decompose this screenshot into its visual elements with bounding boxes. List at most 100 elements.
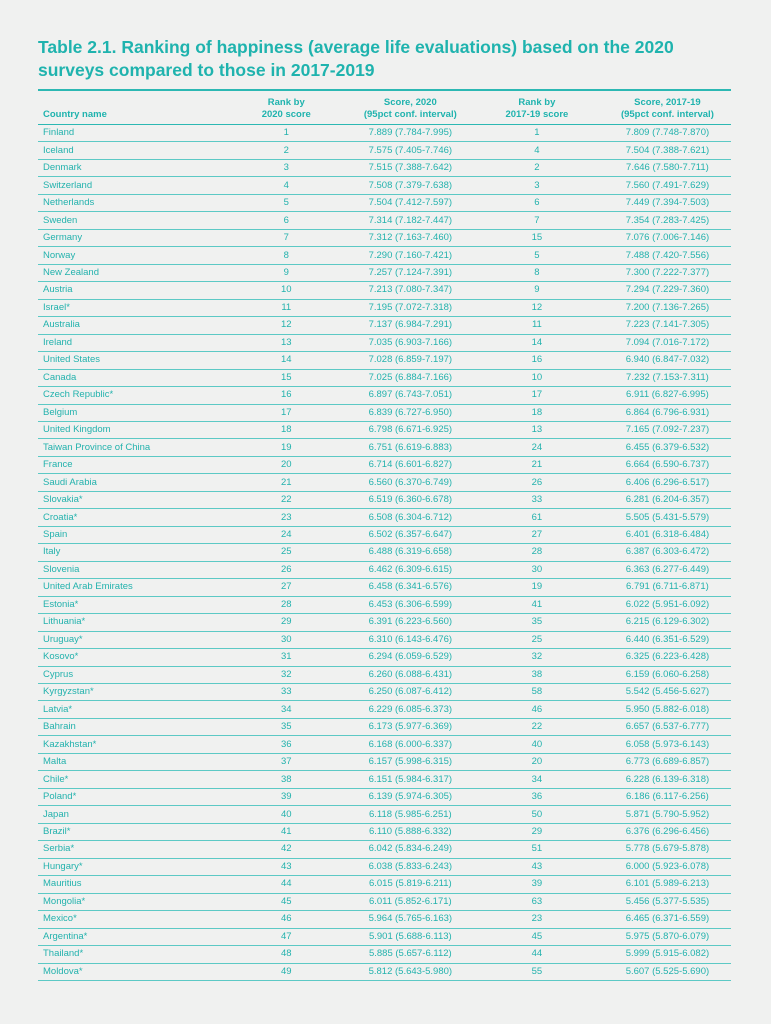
table-row: Uruguay* 30 6.310 (6.143-6.476) 25 6.440 (6.… xyxy=(38,631,731,650)
table-row: Lithuania* 29 6.391 (6.223-6.560) 35 6.215 (… xyxy=(38,613,731,632)
score-2020-cell: 5.885 (5.657-6.112) xyxy=(350,945,470,964)
country-cell: Taiwan Province of China xyxy=(38,438,222,457)
rank-2017-19-cell: 10 xyxy=(469,369,604,388)
rank-2017-19-cell: 12 xyxy=(469,299,604,318)
rank-2020-cell: 1 xyxy=(221,124,351,143)
score-2020-cell: 5.901 (5.688-6.113) xyxy=(350,928,470,947)
table-row: Estonia* 28 6.453 (6.306-6.599) 41 6.022 (5.… xyxy=(38,596,731,615)
score-2020-cell: 6.897 (6.743-7.051) xyxy=(350,386,470,405)
country-cell: Latvia* xyxy=(38,700,222,719)
score-2020-cell: 7.025 (6.884-7.166) xyxy=(350,369,470,388)
header-score-2017-19: Score, 2017-19 (95pct conf. interval) xyxy=(603,90,731,125)
score-2020-cell: 6.260 (6.088-6.431) xyxy=(350,666,470,685)
country-cell: Uruguay* xyxy=(38,631,222,650)
country-cell: United States xyxy=(38,351,222,370)
score-2017-19-cell: 5.950 (5.882-6.018) xyxy=(603,700,731,719)
score-2017-19-cell: 6.022 (5.951-6.092) xyxy=(603,596,731,615)
score-2020-cell: 6.151 (5.984-6.317) xyxy=(350,770,470,789)
score-2020-cell: 6.011 (5.852-6.171) xyxy=(350,893,470,912)
table-row: Mongolia* 45 6.011 (5.852-6.171) 63 5.456 (5… xyxy=(38,893,731,912)
score-2020-cell: 7.290 (7.160-7.421) xyxy=(350,246,470,265)
score-2017-19-cell: 5.871 (5.790-5.952) xyxy=(603,805,731,824)
table-row: Japan 40 6.118 (5.985-6.251) 50 5.871 (5.790… xyxy=(38,805,731,824)
score-2020-cell: 7.028 (6.859-7.197) xyxy=(350,351,470,370)
score-2020-cell: 6.458 (6.341-6.576) xyxy=(350,578,470,597)
rank-2020-cell: 34 xyxy=(221,700,351,719)
country-cell: Argentina* xyxy=(38,928,222,947)
table-row: Taiwan Province of China 19 6.751 (6.619-6… xyxy=(38,438,731,457)
rank-2017-19-cell: 7 xyxy=(469,211,604,230)
header-line: (95pct conf. interval) xyxy=(620,109,714,120)
country-cell: Kosovo* xyxy=(38,648,222,667)
rank-2020-cell: 11 xyxy=(221,299,351,318)
table-row: Canada 15 7.025 (6.884-7.166) 10 7.232 (7.15… xyxy=(38,369,731,388)
table-title: Table 2.1. Ranking of happiness (average… xyxy=(38,37,674,80)
country-cell: Austria xyxy=(38,281,222,300)
header-rank-2020: Rank by 2020 score xyxy=(221,90,351,125)
rank-2017-19-cell: 4 xyxy=(469,141,604,160)
rank-2020-cell: 7 xyxy=(221,229,351,248)
rank-2020-cell: 8 xyxy=(221,246,351,265)
rank-2020-cell: 20 xyxy=(221,456,351,475)
rank-2017-19-cell: 24 xyxy=(469,438,604,457)
score-2017-19-cell: 5.542 (5.456-5.627) xyxy=(603,683,731,702)
header-line: 2020 score xyxy=(261,109,311,120)
rank-2020-cell: 31 xyxy=(221,648,351,667)
rank-2017-19-cell: 38 xyxy=(469,666,604,685)
country-cell: Italy xyxy=(38,543,222,562)
score-2017-19-cell: 7.646 (7.580-7.711) xyxy=(603,159,731,178)
rank-2020-cell: 3 xyxy=(221,159,351,178)
score-2017-19-cell: 6.058 (5.973-6.143) xyxy=(603,735,731,754)
rank-2020-cell: 30 xyxy=(221,631,351,650)
country-cell: New Zealand xyxy=(38,264,222,283)
rank-2017-19-cell: 20 xyxy=(469,753,604,772)
rank-2017-19-cell: 6 xyxy=(469,194,604,213)
rank-2017-19-cell: 28 xyxy=(469,543,604,562)
score-2020-cell: 6.488 (6.319-6.658) xyxy=(350,543,470,562)
score-2020-cell: 7.137 (6.984-7.291) xyxy=(350,316,470,335)
country-cell: Slovakia* xyxy=(38,491,222,510)
country-cell: Kazakhstan* xyxy=(38,735,222,754)
country-cell: Mauritius xyxy=(38,875,222,894)
rank-2017-19-cell: 8 xyxy=(469,264,604,283)
table-row: Bahrain 35 6.173 (5.977-6.369) 22 6.657 (6.5… xyxy=(38,718,731,737)
score-2017-19-cell: 7.294 (7.229-7.360) xyxy=(603,281,731,300)
score-2020-cell: 7.213 (7.080-7.347) xyxy=(350,281,470,300)
rank-2020-cell: 39 xyxy=(221,788,351,807)
country-cell: Netherlands xyxy=(38,194,222,213)
rank-2020-cell: 24 xyxy=(221,526,351,545)
score-2017-19-cell: 7.300 (7.222-7.377) xyxy=(603,264,731,283)
rank-2017-19-cell: 9 xyxy=(469,281,604,300)
rank-2017-19-cell: 1 xyxy=(469,124,604,143)
score-2017-19-cell: 6.406 (6.296-6.517) xyxy=(603,473,731,492)
country-cell: Czech Republic* xyxy=(38,386,222,405)
country-cell: Denmark xyxy=(38,159,222,178)
rank-2020-cell: 23 xyxy=(221,508,351,527)
table-row: Finland 1 7.889 (7.784-7.995) 1 7.809 (7.748… xyxy=(38,124,731,143)
header-score-2020: Score, 2020 (95pct conf. interval) xyxy=(350,90,470,125)
score-2017-19-cell: 6.465 (6.371-6.559) xyxy=(603,910,731,929)
score-2020-cell: 6.453 (6.306-6.599) xyxy=(350,596,470,615)
rank-2020-cell: 33 xyxy=(221,683,351,702)
rank-2017-19-cell: 22 xyxy=(469,718,604,737)
country-cell: France xyxy=(38,456,222,475)
country-cell: Thailand* xyxy=(38,945,222,964)
score-2020-cell: 6.157 (5.998-6.315) xyxy=(350,753,470,772)
table-row: Serbia* 42 6.042 (5.834-6.249) 51 5.778 (5.6… xyxy=(38,840,731,859)
rank-2017-19-cell: 40 xyxy=(469,735,604,754)
table-row: Spain 24 6.502 (6.357-6.647) 27 6.401 (6.318… xyxy=(38,526,731,545)
header-line: Score, 2020 xyxy=(383,97,437,108)
table-row: Mauritius 44 6.015 (5.819-6.211) 39 6.101 (5… xyxy=(38,875,731,894)
rank-2017-19-cell: 51 xyxy=(469,840,604,859)
rank-2017-19-cell: 19 xyxy=(469,578,604,597)
rank-2017-19-cell: 39 xyxy=(469,875,604,894)
rank-2020-cell: 5 xyxy=(221,194,351,213)
country-cell: Cyprus xyxy=(38,666,222,685)
rank-2020-cell: 40 xyxy=(221,805,351,824)
score-2020-cell: 6.294 (6.059-6.529) xyxy=(350,648,470,667)
country-cell: Croatia* xyxy=(38,508,222,527)
score-2020-cell: 6.560 (6.370-6.749) xyxy=(350,473,470,492)
rank-2020-cell: 49 xyxy=(221,963,351,981)
rank-2017-19-cell: 25 xyxy=(469,631,604,650)
rank-2020-cell: 27 xyxy=(221,578,351,597)
